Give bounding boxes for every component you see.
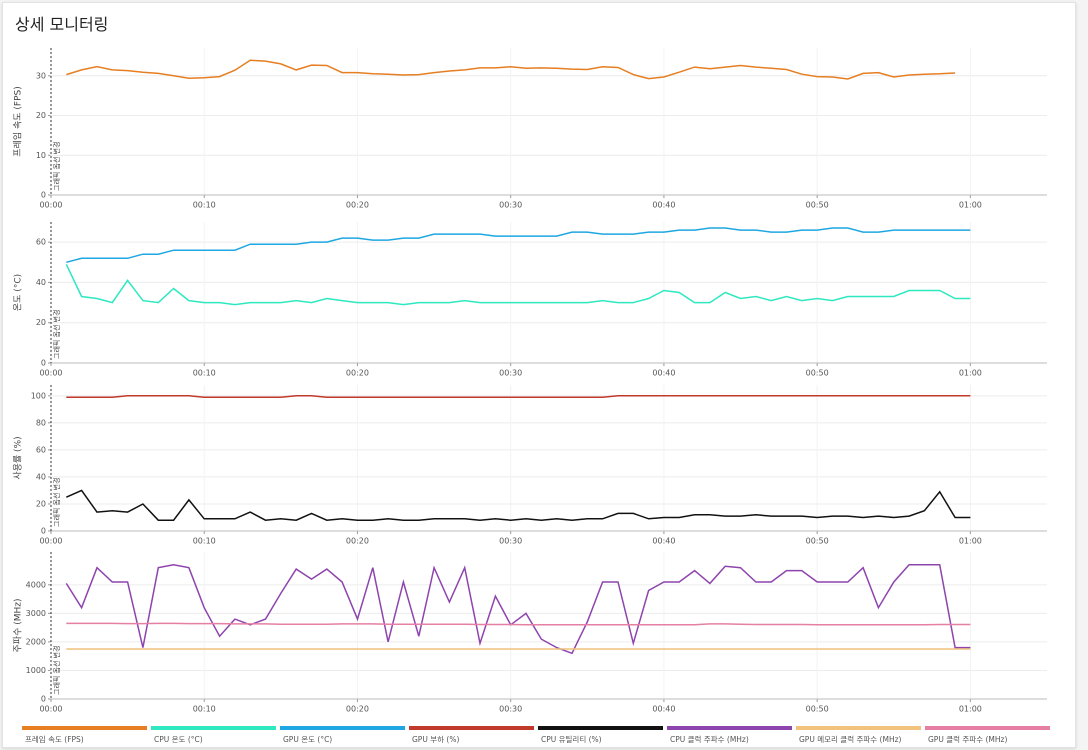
legend-swatch — [667, 726, 792, 730]
y-tick-label: 20 — [36, 318, 46, 327]
series-line — [65, 564, 971, 655]
x-tick-label: 00:30 — [499, 537, 522, 546]
x-tick-label: 00:10 — [193, 369, 216, 378]
x-tick-label: 00:50 — [806, 537, 829, 546]
x-tick-label: 00:10 — [193, 201, 216, 210]
y-tick-label: 40 — [36, 278, 46, 287]
legend-swatch — [796, 726, 921, 730]
x-tick-label: 00:10 — [193, 537, 216, 546]
y-tick-label: 0 — [41, 359, 46, 368]
x-tick-label: 00:40 — [652, 537, 675, 546]
y-tick-label: 60 — [36, 445, 46, 454]
legend-label: GPU 클럭 주파수 (MHz) — [928, 735, 1007, 744]
y-tick-label: 0 — [41, 191, 46, 200]
y-tick-label: 1000 — [26, 666, 46, 675]
x-tick-label: 00:20 — [346, 537, 369, 546]
legend-label: GPU 온도 (°C) — [283, 735, 332, 744]
y-tick-label: 40 — [36, 472, 46, 481]
y-tick-label: 2000 — [26, 637, 46, 646]
y-tick-label: 0 — [41, 695, 46, 704]
y-axis-label: 프레임 속도 (FPS) — [12, 86, 24, 156]
y-axis-label: 주파수 (MHz) — [13, 599, 24, 653]
series-line — [65, 489, 971, 521]
x-tick-label: 00:10 — [193, 705, 216, 714]
panel-title: 상세 모니터링 — [15, 15, 109, 34]
x-tick-label: 01:00 — [959, 369, 982, 378]
legend-swatch — [22, 726, 147, 730]
x-tick-label: 00:40 — [652, 201, 675, 210]
x-tick-label: 00:00 — [39, 201, 62, 210]
legend-label: CPU 온도 (°C) — [154, 735, 203, 744]
y-tick-label: 60 — [36, 238, 46, 247]
series-line — [66, 622, 971, 626]
legend-label: 프레임 속도 (FPS) — [25, 735, 84, 744]
annotation-label: 그래픽 옵션 변경 — [52, 309, 61, 359]
y-axis-label: 온도 (°C) — [13, 274, 24, 311]
annotation-label: 그래픽 옵션 변경 — [52, 645, 61, 695]
x-tick-label: 00:20 — [346, 705, 369, 714]
x-tick-label: 00:20 — [346, 201, 369, 210]
legend-swatch — [925, 726, 1050, 730]
x-tick-label: 00:00 — [39, 537, 62, 546]
y-tick-label: 20 — [36, 111, 46, 120]
legend-label: GPU 메모리 클럭 주파수 (MHz) — [799, 735, 902, 744]
y-tick-label: 4000 — [26, 580, 46, 589]
series-line — [66, 59, 956, 80]
x-tick-label: 01:00 — [959, 705, 982, 714]
y-tick-label: 0 — [41, 527, 46, 536]
series-line — [66, 227, 971, 264]
legend-label: CPU 클럭 주파수 (MHz) — [670, 735, 749, 744]
x-tick-label: 00:40 — [652, 705, 675, 714]
y-axis-label: 사용률 (%) — [13, 436, 24, 479]
x-tick-label: 00:30 — [499, 369, 522, 378]
x-tick-label: 01:00 — [959, 201, 982, 210]
x-tick-label: 00:30 — [499, 705, 522, 714]
y-tick-label: 80 — [36, 418, 46, 427]
annotation-label: 그래픽 옵션 변경 — [52, 477, 61, 527]
x-tick-label: 00:30 — [499, 201, 522, 210]
x-tick-label: 00:00 — [39, 705, 62, 714]
x-tick-label: 00:50 — [806, 369, 829, 378]
x-tick-label: 00:50 — [806, 705, 829, 714]
series-line — [65, 263, 971, 306]
legend-swatch — [538, 726, 663, 730]
legend-swatch — [280, 726, 405, 730]
legend-label: CPU 유틸리티 (%) — [541, 735, 602, 744]
x-tick-label: 01:00 — [959, 537, 982, 546]
x-tick-label: 00:20 — [346, 369, 369, 378]
legend-swatch — [151, 726, 276, 730]
y-tick-label: 3000 — [26, 609, 46, 618]
y-tick-label: 20 — [36, 499, 46, 508]
series-line — [66, 395, 971, 398]
x-tick-label: 00:00 — [39, 369, 62, 378]
x-tick-label: 00:40 — [652, 369, 675, 378]
y-tick-label: 10 — [36, 151, 46, 160]
y-tick-label: 100 — [31, 391, 46, 400]
y-tick-label: 30 — [36, 71, 46, 80]
legend-label: GPU 부하 (%) — [412, 734, 459, 744]
legend-swatch — [409, 726, 534, 730]
x-tick-label: 00:50 — [806, 201, 829, 210]
annotation-label: 그래픽 옵션 변경 — [52, 141, 61, 191]
